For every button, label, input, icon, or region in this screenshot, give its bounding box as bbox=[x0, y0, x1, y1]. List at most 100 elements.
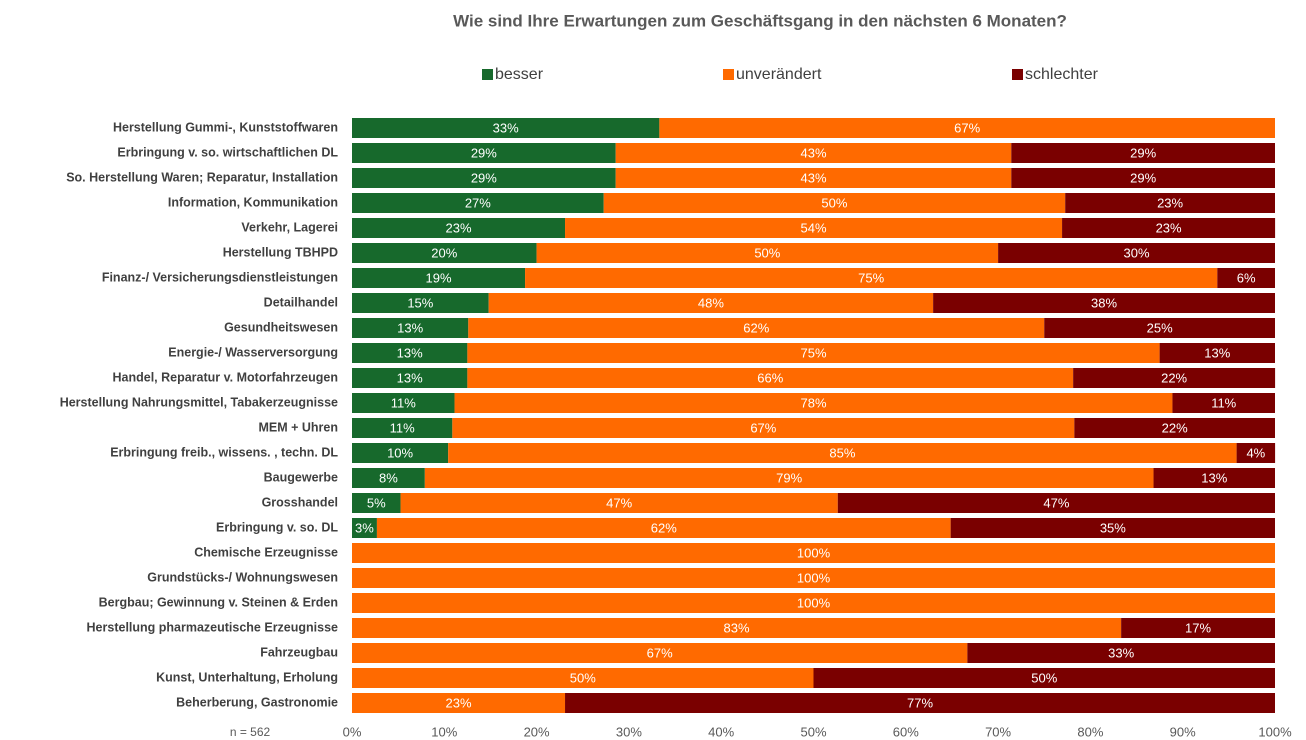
value-label: 50% bbox=[754, 245, 780, 260]
category-label: Erbringung v. so. DL bbox=[216, 520, 338, 534]
value-label: 22% bbox=[1162, 420, 1188, 435]
value-label: 43% bbox=[800, 145, 826, 160]
category-label: Beherberung, Gastronomie bbox=[176, 695, 338, 709]
value-label: 62% bbox=[743, 320, 769, 335]
bar-segment bbox=[1011, 143, 1275, 163]
bar-segment bbox=[400, 493, 838, 513]
value-label: 38% bbox=[1091, 295, 1117, 310]
value-label: 100% bbox=[797, 595, 831, 610]
value-label: 48% bbox=[698, 295, 724, 310]
bar-segment bbox=[352, 243, 537, 263]
value-label: 77% bbox=[907, 695, 933, 710]
sample-note: n = 562 bbox=[230, 725, 271, 739]
bar-segment bbox=[1062, 218, 1276, 238]
category-label: Grosshandel bbox=[262, 495, 338, 509]
value-label: 13% bbox=[397, 370, 423, 385]
value-label: 4% bbox=[1246, 445, 1265, 460]
bar-segment bbox=[615, 168, 1012, 188]
value-label: 15% bbox=[407, 295, 433, 310]
bar-segment bbox=[565, 693, 1275, 713]
bar-segment bbox=[603, 193, 1066, 213]
bar-segment bbox=[352, 668, 814, 688]
bar-segment bbox=[352, 118, 660, 138]
value-label: 50% bbox=[821, 195, 847, 210]
bar-segment bbox=[352, 443, 449, 463]
value-label: 11% bbox=[1211, 395, 1236, 410]
category-label: Fahrzeugbau bbox=[260, 645, 338, 659]
value-label: 29% bbox=[471, 145, 497, 160]
value-label: 43% bbox=[800, 170, 826, 185]
value-label: 6% bbox=[1237, 270, 1256, 285]
bar-segment bbox=[813, 668, 1275, 688]
legend-label: schlechter bbox=[1025, 66, 1099, 83]
bar-segment bbox=[565, 218, 1063, 238]
bar-segment bbox=[1074, 418, 1275, 438]
value-label: 22% bbox=[1161, 370, 1187, 385]
bar-segment bbox=[468, 318, 1045, 338]
value-label: 83% bbox=[724, 620, 750, 635]
category-label: Kunst, Unterhaltung, Erholung bbox=[156, 670, 338, 684]
value-label: 67% bbox=[954, 120, 980, 135]
bar-segment bbox=[998, 243, 1275, 263]
category-label: MEM + Uhren bbox=[258, 420, 338, 434]
category-label: Information, Kommunikation bbox=[168, 195, 338, 209]
bar-segment bbox=[454, 393, 1173, 413]
x-tick-label: 50% bbox=[800, 724, 826, 739]
value-label: 23% bbox=[1157, 195, 1183, 210]
category-label: Energie-/ Wasserversorgung bbox=[168, 345, 338, 359]
bar-segment bbox=[1172, 393, 1275, 413]
legend-label: unverändert bbox=[736, 66, 822, 83]
category-label: Herstellung TBHPD bbox=[223, 245, 338, 259]
x-tick-label: 70% bbox=[985, 724, 1011, 739]
category-label: Erbringung freib., wissens. , techn. DL bbox=[110, 445, 338, 459]
x-tick-label: 100% bbox=[1258, 724, 1292, 739]
category-label: Bergbau; Gewinnung v. Steinen & Erden bbox=[99, 595, 338, 609]
x-tick-label: 30% bbox=[616, 724, 642, 739]
bar-segment bbox=[1011, 168, 1275, 188]
bar-segment bbox=[376, 518, 951, 538]
value-label: 23% bbox=[445, 220, 471, 235]
legend-label: besser bbox=[495, 66, 544, 83]
value-label: 23% bbox=[445, 695, 471, 710]
value-label: 8% bbox=[379, 470, 398, 485]
x-tick-label: 40% bbox=[708, 724, 734, 739]
bar-segment bbox=[352, 543, 1275, 563]
legend-swatch bbox=[1012, 69, 1023, 80]
bar-segment bbox=[467, 368, 1074, 388]
value-label: 66% bbox=[757, 370, 783, 385]
category-label: Finanz-/ Versicherungsdienstleistungen bbox=[102, 270, 338, 284]
bar-segment bbox=[1236, 443, 1276, 463]
category-label: Herstellung pharmazeutische Erzeugnisse bbox=[87, 620, 339, 634]
bar-segment bbox=[352, 618, 1122, 638]
bar-segment bbox=[424, 468, 1154, 488]
value-label: 29% bbox=[1130, 145, 1156, 160]
value-label: 100% bbox=[797, 545, 831, 560]
bar-segment bbox=[950, 518, 1275, 538]
x-tick-label: 90% bbox=[1170, 724, 1196, 739]
bar-segment bbox=[352, 218, 566, 238]
bar-segment bbox=[352, 268, 526, 288]
bar-segment bbox=[525, 268, 1218, 288]
category-label: Herstellung Nahrungsmittel, Tabakerzeugn… bbox=[60, 395, 338, 409]
x-tick-label: 80% bbox=[1077, 724, 1103, 739]
category-label: Chemische Erzeugnisse bbox=[194, 545, 338, 559]
bar-segment bbox=[837, 493, 1275, 513]
value-label: 13% bbox=[1201, 470, 1227, 485]
category-label: So. Herstellung Waren; Reparatur, Instal… bbox=[66, 170, 338, 184]
value-label: 62% bbox=[651, 520, 677, 535]
bar-segment bbox=[352, 418, 453, 438]
x-tick-label: 10% bbox=[431, 724, 457, 739]
bar-segment bbox=[536, 243, 999, 263]
value-label: 47% bbox=[606, 495, 632, 510]
value-label: 79% bbox=[776, 470, 802, 485]
legend-swatch bbox=[723, 69, 734, 80]
bar-segment bbox=[352, 343, 468, 363]
value-label: 78% bbox=[800, 395, 826, 410]
bar-segment bbox=[352, 193, 604, 213]
value-label: 50% bbox=[570, 670, 596, 685]
bar-segment bbox=[1073, 368, 1276, 388]
category-label: Grundstücks-/ Wohnungswesen bbox=[147, 570, 338, 584]
bar-segment bbox=[1153, 468, 1275, 488]
category-label: Baugewerbe bbox=[264, 470, 338, 484]
